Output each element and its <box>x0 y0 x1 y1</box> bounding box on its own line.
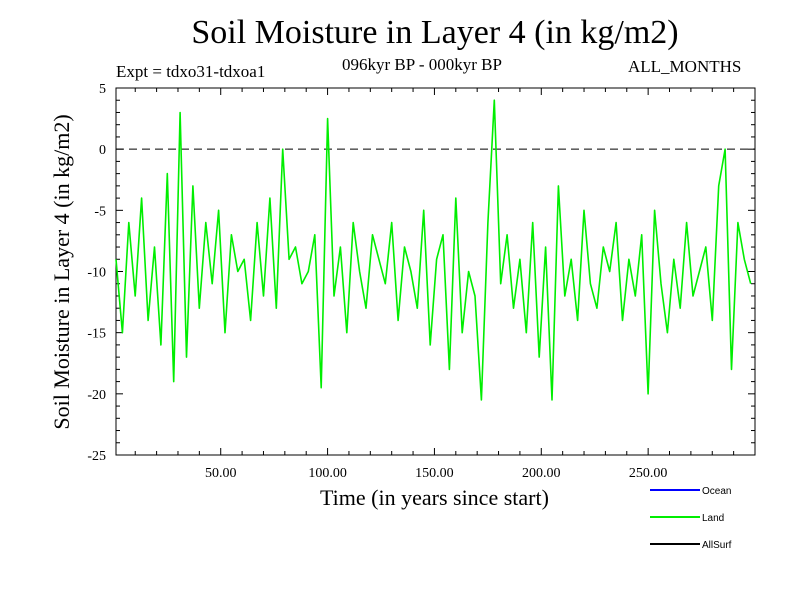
y-tick-label: -10 <box>87 266 106 281</box>
y-tick-label: -15 <box>87 327 106 342</box>
x-tick-label: 100.00 <box>308 466 347 481</box>
y-tick-label: -5 <box>94 204 106 219</box>
legend-label-ocean: Ocean <box>702 486 731 497</box>
x-tick-label: 200.00 <box>522 466 561 481</box>
legend-label-allsurf: AllSurf <box>702 540 732 551</box>
period-label: 096kyr BP - 000kyr BP <box>342 55 502 74</box>
x-tick-label: 50.00 <box>205 466 237 481</box>
experiment-label: Expt = tdxo31-tdxoa1 <box>116 62 266 81</box>
y-tick-label: 5 <box>99 82 106 97</box>
chart-title: Soil Moisture in Layer 4 (in kg/m2) <box>191 14 679 51</box>
series-line-land <box>115 99 752 401</box>
months-label: ALL_MONTHS <box>628 57 742 76</box>
legend-label-land: Land <box>702 513 724 524</box>
x-axis-label: Time (in years since start) <box>320 485 549 510</box>
y-tick-label: 0 <box>99 143 106 158</box>
x-tick-label: 150.00 <box>415 466 454 481</box>
y-tick-label: -25 <box>87 449 106 464</box>
x-tick-label: 250.00 <box>629 466 668 481</box>
y-tick-label: -20 <box>87 388 106 403</box>
